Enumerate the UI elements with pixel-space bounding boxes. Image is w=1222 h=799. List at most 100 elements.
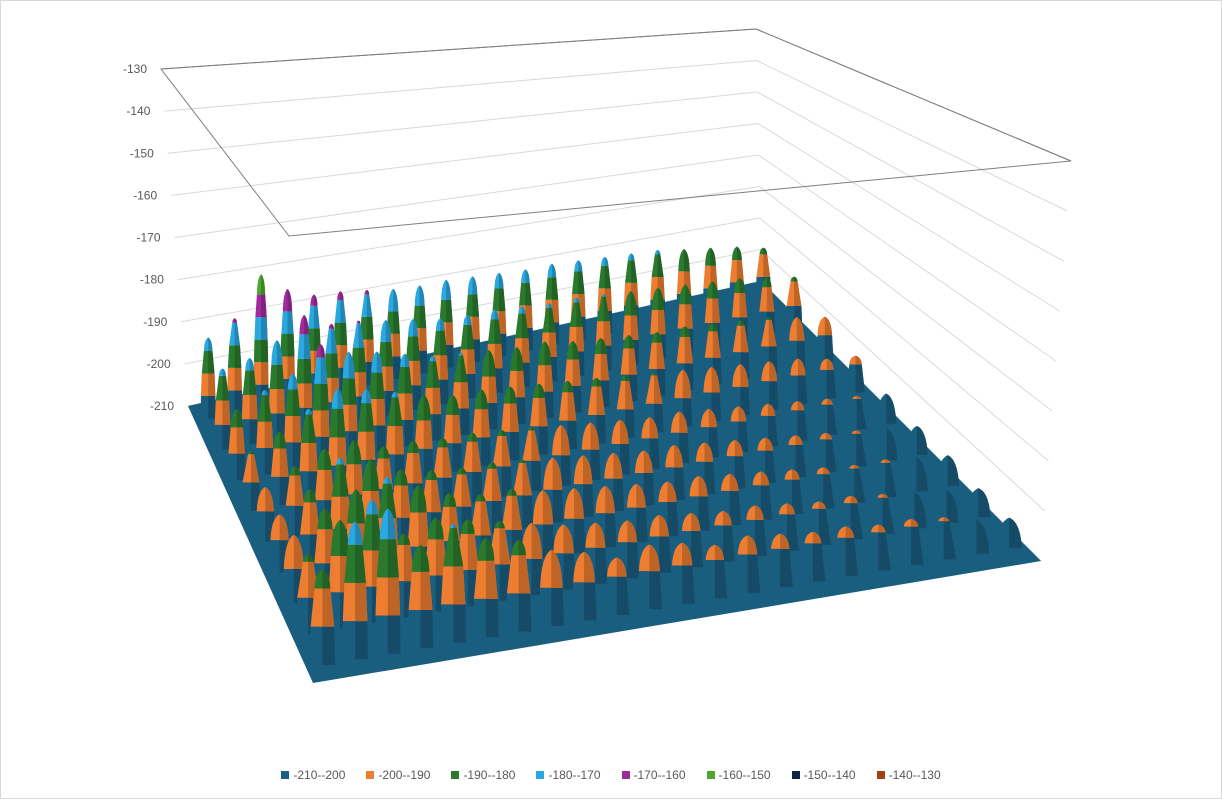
peak-shadow [910, 519, 919, 527]
peak-shadow [604, 256, 609, 266]
peak-shadow [394, 425, 404, 455]
peak-shadow [387, 476, 392, 484]
peak-shadow [740, 325, 749, 353]
gridline [756, 60, 1068, 212]
peak-shadow [521, 313, 529, 339]
surface-peak [284, 466, 305, 537]
peak-shadow [567, 420, 578, 449]
legend-label: -190--180 [463, 768, 516, 782]
peak-shadow [583, 484, 594, 517]
peak-shadow [251, 454, 260, 483]
peak-shadow [826, 358, 834, 370]
peak-shadow [943, 517, 950, 522]
surface-peak [996, 517, 1022, 549]
peak-shadow [544, 365, 554, 392]
peak-shadow [313, 328, 321, 351]
peak-shadow [685, 304, 693, 329]
peak-shadow [292, 415, 302, 443]
peak-shadow [446, 279, 452, 300]
peak-shadow [467, 373, 476, 399]
peak-shadow [308, 414, 317, 443]
peak-shadow [304, 383, 313, 408]
peak-shadow [767, 415, 779, 447]
peak-shadow [886, 393, 897, 424]
peak-shadow [739, 292, 748, 318]
peak-shadow [435, 517, 444, 540]
peak-shadow [366, 339, 375, 362]
peak-shadow [472, 276, 478, 295]
peak-shadow [595, 522, 606, 548]
peak-shadow [453, 528, 464, 567]
legend-entry: -160--150 [706, 768, 771, 782]
surface-peak [787, 317, 806, 368]
peak-shadow [574, 518, 586, 554]
peak-shadow [818, 501, 826, 509]
peak-shadow [412, 360, 421, 386]
gridline [177, 186, 760, 281]
surface-peak [931, 517, 957, 560]
peak-shadow [481, 389, 488, 410]
peak-shadow [691, 530, 704, 568]
surface-peak [832, 526, 859, 576]
z-tick-label: -170 [136, 231, 160, 245]
peak-shadow [293, 534, 304, 569]
peak-shadow [460, 382, 470, 409]
surface-peak [610, 419, 631, 475]
peak-shadow [674, 444, 684, 468]
peak-shadow [340, 519, 350, 557]
peak-shadow [309, 489, 317, 503]
peak-shadow [453, 566, 466, 605]
peak-shadow [878, 524, 886, 533]
peak-shadow [222, 368, 226, 376]
surface-peak [241, 451, 261, 511]
peak-shadow [501, 429, 507, 437]
z-tick-label: -130 [123, 62, 147, 76]
peak-shadow [412, 319, 418, 337]
z-tick-label: -180 [140, 273, 164, 287]
peak-shadow [322, 569, 331, 589]
peak-shadow [854, 465, 860, 469]
peak-shadow [760, 471, 770, 486]
peak-shadow [383, 446, 390, 459]
peak-shadow [432, 387, 442, 415]
surface-peak [702, 544, 728, 599]
peak-shadow [824, 335, 834, 362]
legend-swatch [706, 771, 715, 779]
surface-peak [679, 512, 704, 568]
peak-shadow [679, 411, 688, 433]
peak-shadow [786, 514, 799, 551]
peak-shadow [625, 375, 630, 381]
peak-shadow [467, 349, 476, 374]
peak-shadow [340, 322, 348, 346]
peak-shadow [682, 369, 692, 399]
peak-shadow [560, 455, 572, 486]
peak-shadow [348, 404, 358, 432]
peak-shadow [538, 383, 545, 398]
peak-shadow [708, 427, 719, 458]
legend-label: -210--200 [293, 768, 346, 782]
surface-peak [255, 487, 276, 542]
surface-peak [500, 386, 520, 461]
peak-shadow [236, 427, 245, 454]
peak-shadow [440, 318, 445, 331]
legend-entry: -210--200 [281, 768, 345, 782]
peak-shadow [551, 277, 559, 300]
surface-peak [800, 531, 826, 582]
peak-shadow [404, 353, 410, 367]
peak-shadow [481, 437, 491, 466]
peak-shadow [797, 410, 808, 441]
peak-shadow [440, 355, 449, 380]
surface-peak [718, 473, 742, 526]
legend-label: -160--150 [718, 768, 771, 782]
peak-shadow [499, 528, 511, 565]
peak-shadow [552, 457, 563, 490]
peak-shadow [740, 386, 750, 416]
surface-peak [604, 557, 630, 615]
peak-shadow [754, 505, 764, 520]
peak-shadow [366, 431, 376, 460]
peak-shadow [704, 461, 716, 495]
peak-shadow [712, 281, 719, 299]
peak-shadow [572, 340, 579, 360]
peak-shadow [657, 250, 661, 255]
vertical-axis: -130 -140 -150 -160 -170 -180 -190 -200 -210 [123, 62, 174, 413]
